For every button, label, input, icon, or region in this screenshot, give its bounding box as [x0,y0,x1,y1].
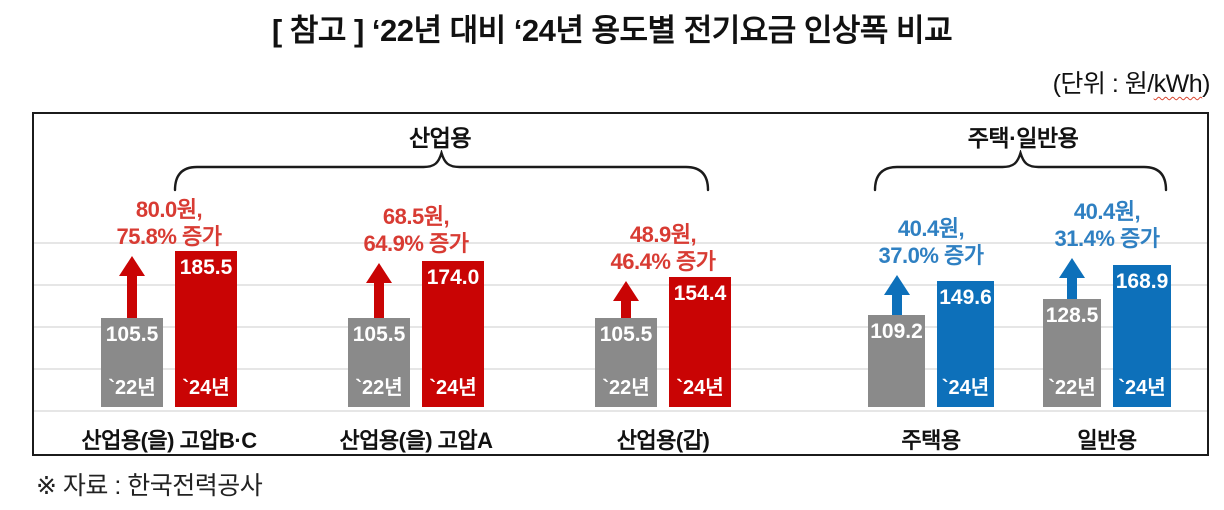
bar-value-label: 168.9 [1115,270,1169,294]
residential-brace-icon [873,150,1168,192]
bar-year-label: `24년 [429,377,477,399]
bar-value-label: 105.5 [105,323,159,347]
bar-value-label: 185.5 [179,256,233,280]
increase-arrow-icon [613,281,639,323]
category-label: 일반용 [1077,428,1137,453]
increase-percent: 37.0% 증가 [878,243,984,269]
bar-2022: 128.5 `22년 [1043,299,1101,407]
bar-2024: 168.9 `24년 [1113,265,1171,407]
chart-area: 산업용 주택·일반용 80.0원, 75.8% 증가 105.5 `22년 18… [32,112,1209,456]
gridline [34,242,1207,244]
increase-amount: 40.4원, [1073,199,1141,225]
bar-2024: 154.4 `24년 [669,277,731,407]
category-label: 산업용(을) 고압A [339,428,493,453]
increase-amount: 40.4원, [897,216,965,242]
bar-value-label: 154.4 [673,282,727,306]
gridline [34,284,1207,286]
unit-prefix: (단위 : 원/ [1052,70,1155,98]
section-label-industrial: 산업용 [409,125,471,151]
unit-kwh: kWh [1153,70,1203,98]
unit-suffix: ) [1202,70,1210,98]
increase-percent: 75.8% 증가 [116,224,222,250]
bar-2022: 109.2 [868,315,925,407]
bar-value-label: 174.0 [426,265,480,289]
unit-label: (단위 : 원/kWh) [1052,64,1211,100]
bar-value-label: 149.6 [939,286,992,310]
category-label: 산업용(갑) [616,428,710,453]
bar-value-label: 109.2 [870,320,923,344]
gridline [34,410,1207,412]
bar-year-label: `22년 [108,377,156,399]
bar-2024: 185.5 `24년 [175,251,237,407]
bar-2022: 105.5 `22년 [101,318,163,407]
increase-percent: 64.9% 증가 [363,231,469,257]
bar-2022: 105.5 `22년 [348,318,410,407]
increase-amount: 48.9원, [629,222,697,248]
bar-year-label: `22년 [602,377,650,399]
increase-annotation: 40.4원, 31.4% 증가 [1055,198,1160,252]
bar-year-label: `22년 [1048,377,1096,399]
increase-percent: 31.4% 증가 [1054,226,1160,252]
increase-annotation: 68.5원, 64.9% 증가 [364,203,469,257]
category-label: 주택용 [901,428,961,453]
increase-annotation: 40.4원, 37.0% 증가 [879,215,984,269]
bar-year-label: `22년 [355,377,403,399]
bar-2024: 174.0 `24년 [422,260,484,407]
increase-annotation: 48.9원, 46.4% 증가 [611,221,716,275]
bar-value-label: 105.5 [352,323,406,347]
increase-arrow-icon [1059,258,1085,304]
bar-year-label: `24년 [182,377,230,399]
increase-annotation: 80.0원, 75.8% 증가 [117,196,222,250]
industrial-brace-icon [173,150,710,192]
increase-arrow-icon [119,256,145,323]
increase-amount: 68.5원, [382,204,450,230]
source-note: ※ 자료 : 한국전력공사 [36,472,263,500]
bar-2022: 105.5 `22년 [595,318,657,407]
increase-arrow-icon [366,263,392,323]
section-label-residential: 주택·일반용 [967,125,1079,151]
increase-percent: 46.4% 증가 [610,249,716,275]
category-label: 산업용(을) 고압B·C [81,428,257,453]
bar-value-label: 105.5 [599,323,653,347]
bar-2024: 149.6 `24년 [937,281,994,407]
figure-title: [ 참고 ] ‘22년 대비 ‘24년 용도별 전기요금 인상폭 비교 [271,13,953,48]
bar-year-label: `24년 [1118,377,1166,399]
bar-year-label: `24년 [941,377,990,399]
increase-amount: 80.0원, [135,197,203,223]
increase-arrow-icon [883,275,910,320]
bar-year-label: `24년 [676,377,724,399]
bar-value-label: 128.5 [1045,304,1099,328]
